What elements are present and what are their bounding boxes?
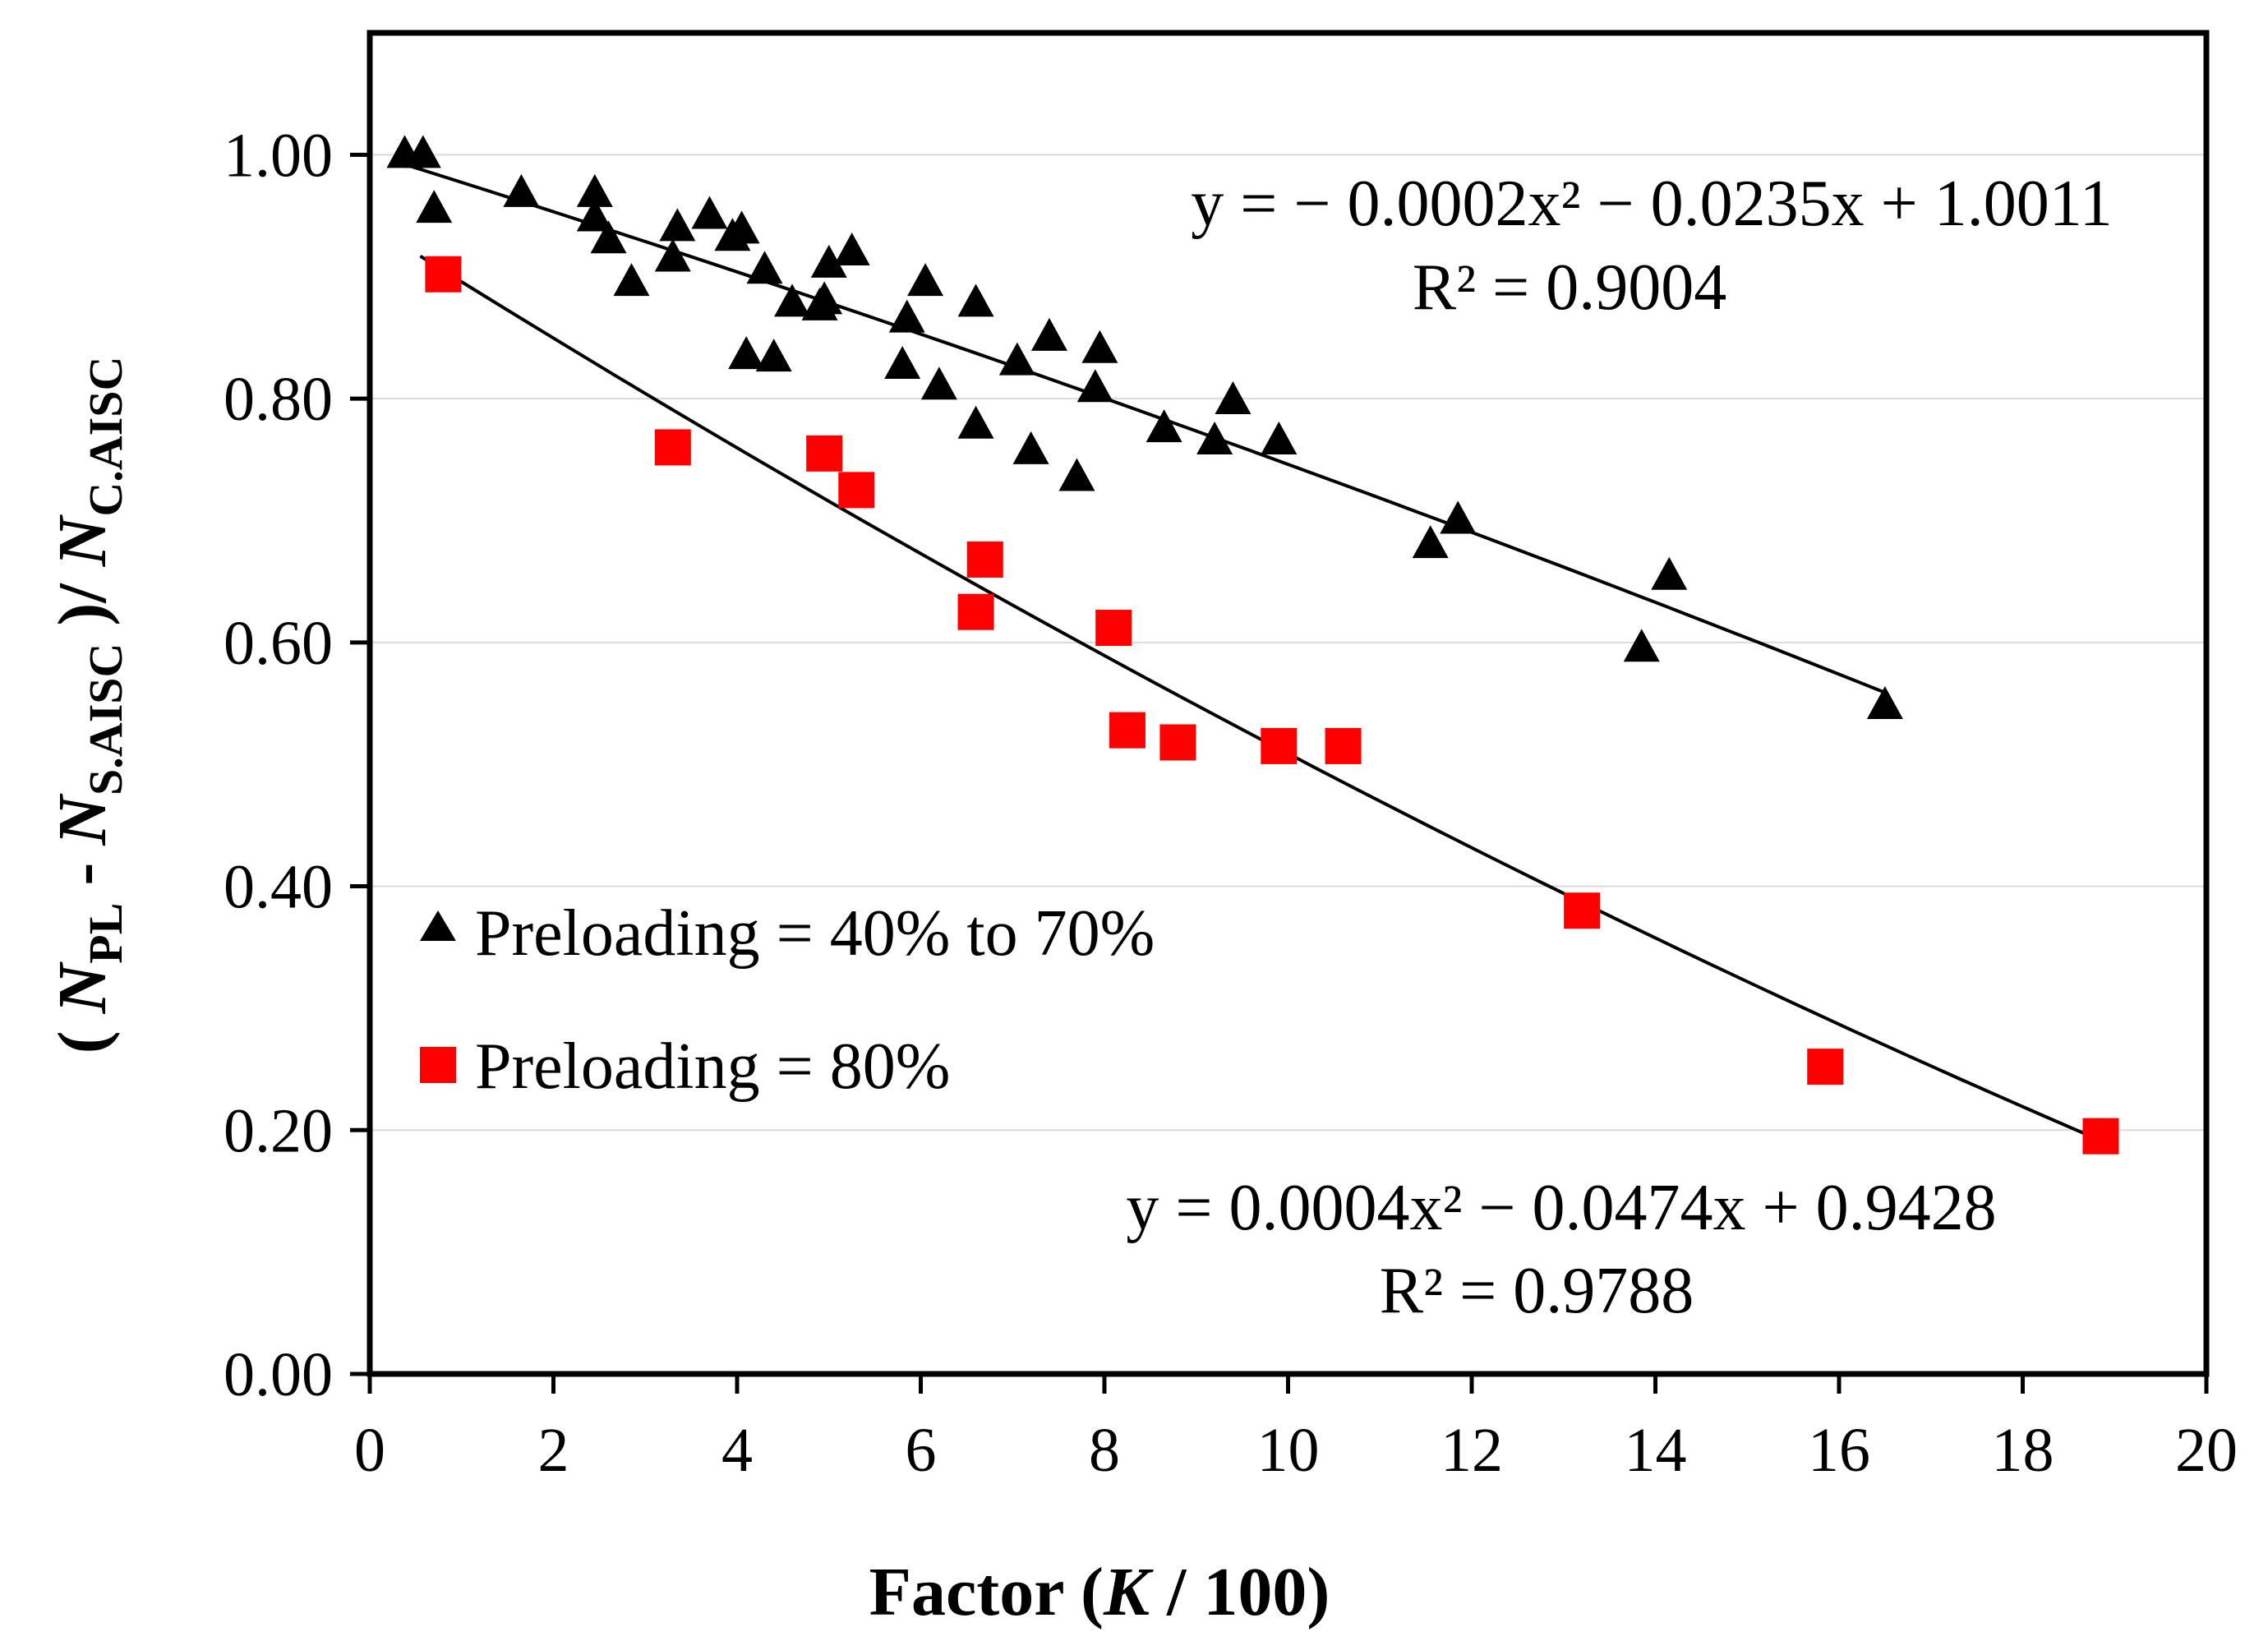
legend: Preloading = 40% to 70% Preloading = 80% [420,897,1155,1103]
point-series-1-3 [503,173,540,207]
legend-label-series-2: Preloading = 80% [475,1030,950,1103]
legend-label-series-1: Preloading = 40% to 70% [475,897,1155,970]
y-tick-label-3: 0.60 [224,609,333,678]
point-series-1-37 [1412,525,1449,559]
point-series-1-13 [728,336,765,370]
point-series-1-24 [920,366,957,400]
point-series-2-3 [838,472,875,509]
y-axis-ticks: 0.00 0.20 0.40 0.60 0.80 1.00 [224,121,370,1409]
y-axis-title: ( NPL - NS.AISC )/ NC.AISC [44,357,132,1054]
point-series-2-4 [957,593,994,630]
data-points [386,135,2119,1155]
legend-square-marker [420,1047,456,1083]
x-tick-label-5: 10 [1257,1416,1320,1485]
point-series-2-12 [1807,1049,1844,1086]
point-series-1-27 [998,342,1035,376]
point-series-1-34 [1196,422,1233,455]
equation-series-2: y = 0.0004x² − 0.0474x + 0.9428 [1126,1172,1996,1244]
x-tick-label-7: 14 [1625,1416,1687,1485]
point-series-1-20 [833,233,870,266]
point-series-1-15 [755,339,792,372]
point-series-1-36 [1261,422,1298,455]
x-tick-label-1: 2 [538,1416,569,1485]
point-series-1-6 [590,220,627,254]
y-tick-label-2: 0.40 [224,853,333,922]
point-series-1-25 [957,283,994,317]
point-series-2-5 [966,541,1003,578]
x-tick-label-8: 16 [1808,1416,1870,1485]
point-series-1-26 [957,405,994,439]
x-tick-label-2: 4 [721,1416,753,1485]
legend-triangle-marker [420,910,456,941]
trendline-series-1 [403,163,1886,694]
point-series-1-16 [774,283,811,317]
point-series-1-28 [1012,431,1049,464]
point-series-2-0 [425,256,462,293]
point-series-1-21 [884,346,921,380]
point-series-2-6 [1095,610,1132,647]
r2-series-1: R² = 0.9004 [1413,251,1726,324]
point-series-1-19 [810,244,847,278]
x-axis-ticks: 0 2 4 6 8 10 12 14 16 18 20 [354,1374,2238,1485]
x-axis-title: Factor (K / 100) [869,1554,1330,1630]
point-series-2-1 [654,429,691,466]
point-series-1-2 [416,190,453,224]
point-series-1-39 [1623,629,1660,662]
point-series-1-8 [654,238,691,272]
point-series-1-38 [1440,500,1477,534]
point-series-1-35 [1215,381,1252,415]
r2-series-2: R² = 0.9788 [1380,1255,1694,1327]
point-series-1-9 [659,208,696,242]
x-tick-label-4: 8 [1089,1416,1120,1485]
point-series-2-2 [806,435,843,472]
point-series-2-10 [1325,727,1362,764]
point-series-1-29 [1030,317,1067,351]
point-series-1-33 [1146,409,1182,443]
point-series-2-8 [1159,724,1196,761]
point-series-2-7 [1109,712,1146,749]
point-series-2-11 [1564,892,1601,929]
point-series-1-1 [404,135,441,168]
y-tick-label-5: 1.00 [224,121,333,190]
gridlines [370,154,2206,1132]
x-tick-label-3: 6 [906,1416,937,1485]
point-series-1-5 [576,198,613,232]
trendlines [403,163,2102,1142]
point-series-1-40 [1651,556,1688,590]
y-tick-label-4: 0.80 [224,365,333,434]
x-tick-label-10: 20 [2175,1416,2238,1485]
x-tick-label-9: 18 [1992,1416,2054,1485]
point-series-2-9 [1261,727,1298,764]
x-tick-label-6: 12 [1441,1416,1503,1485]
point-series-1-12 [723,210,760,244]
point-series-2-13 [2082,1118,2119,1155]
point-series-1-41 [1866,685,1903,719]
trendline-series-2 [419,255,2102,1142]
point-series-1-31 [1076,369,1113,403]
y-tick-label-0: 0.00 [224,1340,333,1409]
point-series-1-18 [806,281,843,315]
point-series-1-32 [1081,330,1118,363]
equation-series-1: y = − 0.0002x² − 0.0235x + 1.0011 [1191,168,2112,240]
point-series-1-22 [888,299,925,333]
point-series-1-7 [613,263,650,297]
point-series-1-14 [746,251,783,284]
y-tick-label-1: 0.20 [224,1096,333,1165]
point-series-1-23 [907,263,944,297]
point-series-1-10 [691,196,728,229]
point-series-1-30 [1058,458,1095,491]
x-tick-label-0: 0 [354,1416,385,1485]
point-series-1-4 [576,173,613,207]
